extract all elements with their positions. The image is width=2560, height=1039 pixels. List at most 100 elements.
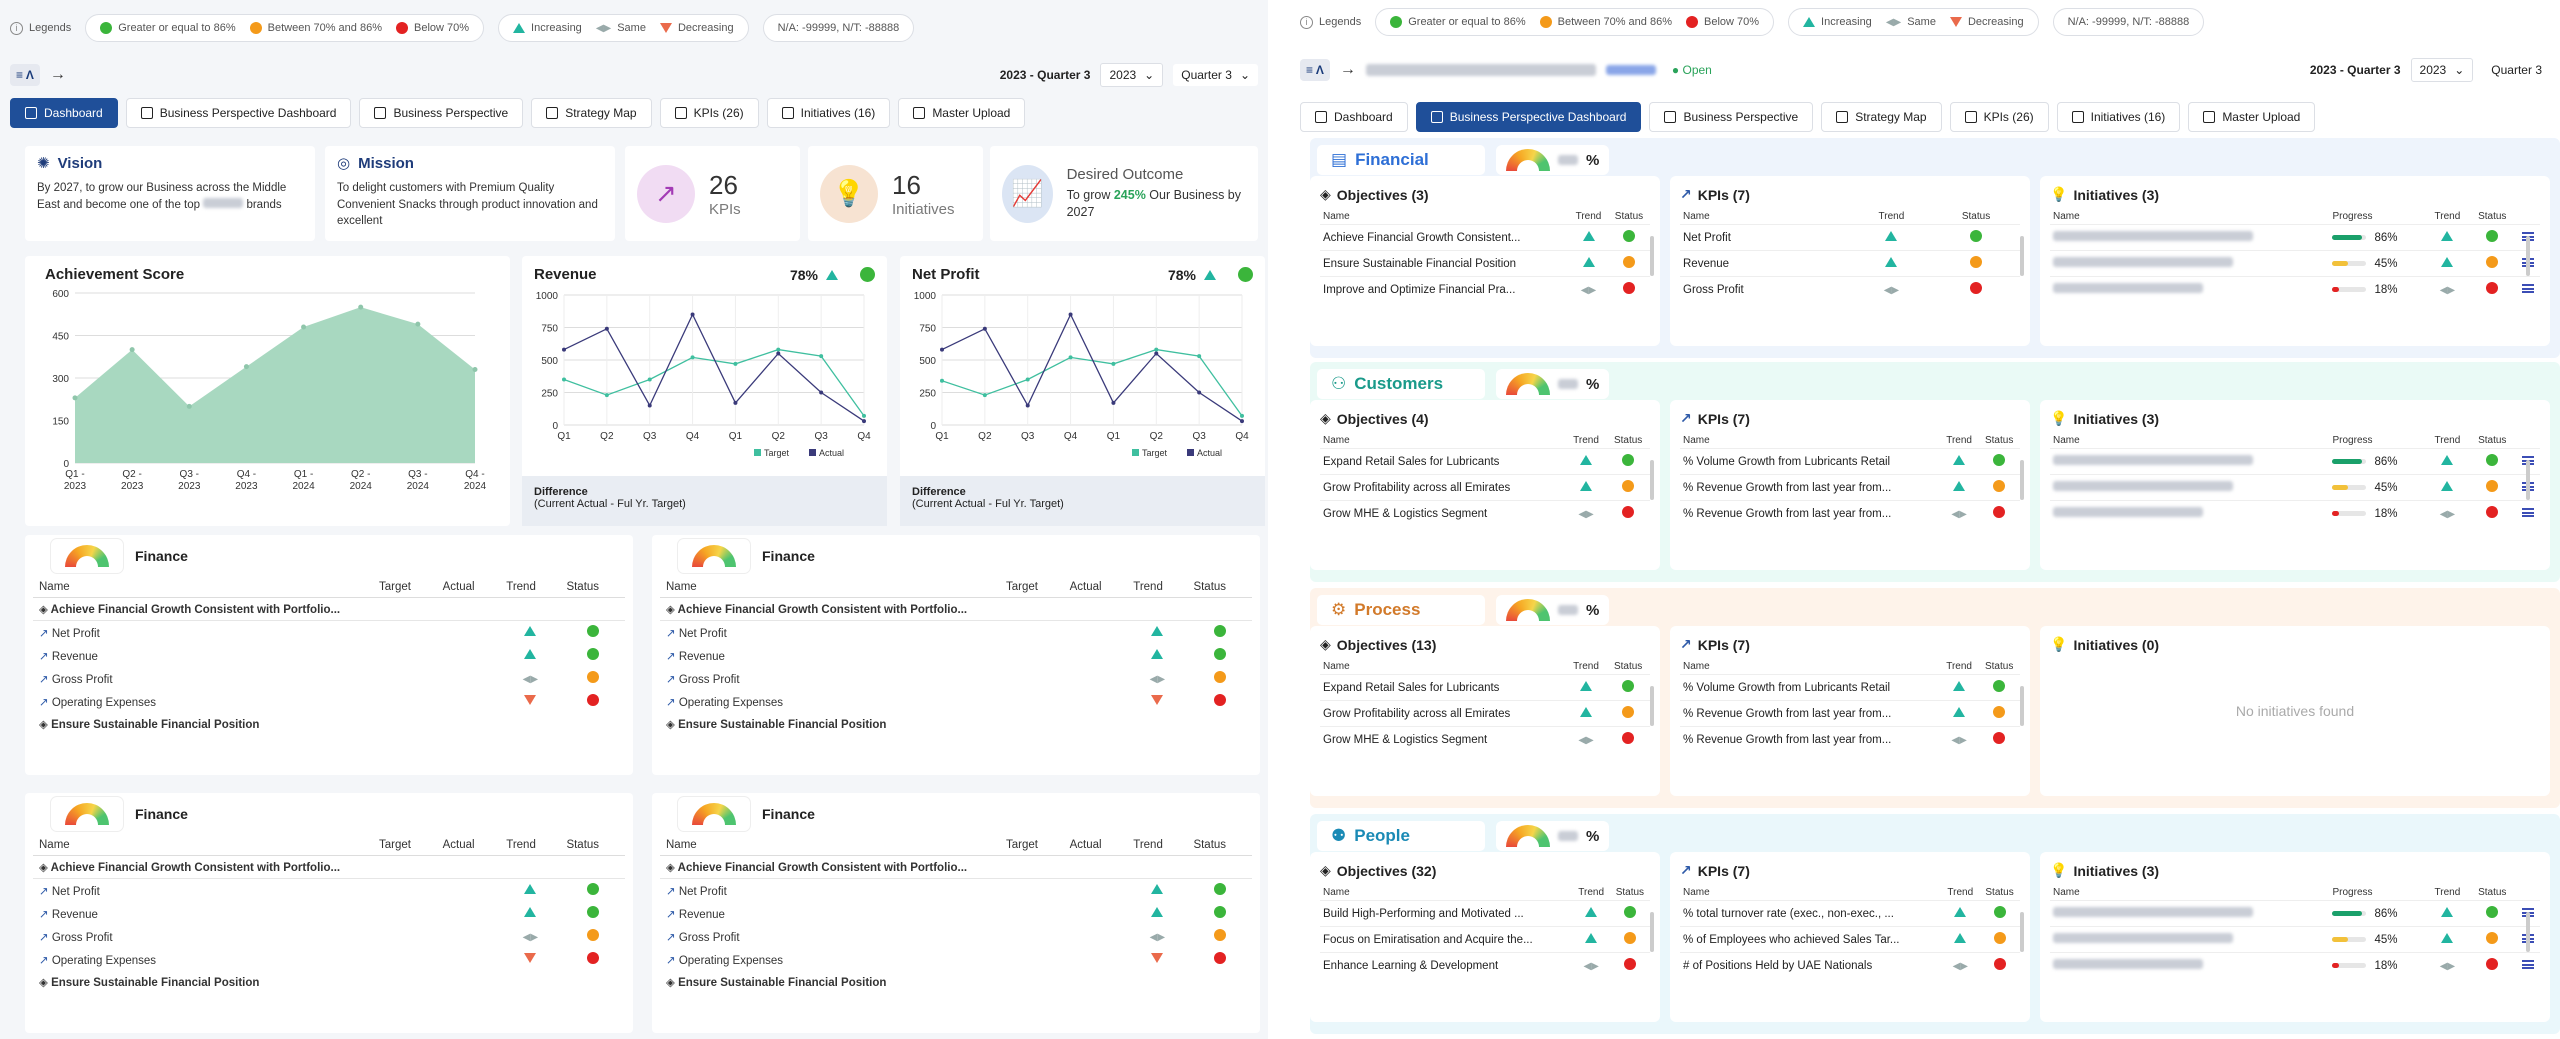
kpi-row[interactable]: ↗ Gross Profit ◀▶	[33, 667, 625, 690]
scrollbar[interactable]	[2020, 912, 2024, 952]
scrollbar[interactable]	[2020, 686, 2024, 726]
menu-logo-button[interactable]: ≡ Λ	[10, 64, 40, 86]
scrollbar[interactable]	[2020, 460, 2024, 500]
kpi-row[interactable]: ↗ Gross Profit ◀▶	[660, 925, 1252, 948]
objective-row[interactable]: ◈ Achieve Financial Growth Consistent wi…	[660, 855, 1252, 879]
objective-row[interactable]: ◈ Ensure Sustainable Financial Position	[660, 971, 1252, 993]
scrollbar[interactable]	[1650, 912, 1654, 952]
scrollbar[interactable]	[1650, 236, 1654, 276]
quarter-select[interactable]: Quarter 3	[2483, 59, 2550, 81]
objective-row[interactable]: Grow MHE & Logistics Segment ◀▶	[1320, 726, 1650, 752]
scrollbar[interactable]	[1650, 686, 1654, 726]
tab-master-upload[interactable]: Master Upload	[2188, 102, 2316, 132]
kpi-row[interactable]: ↗ Operating Expenses	[660, 948, 1252, 971]
tab-business-perspective-dashboard[interactable]: Business Perspective Dashboard	[1415, 102, 1642, 132]
kpi-row[interactable]: ↗ Gross Profit ◀▶	[33, 925, 625, 948]
objective-row[interactable]: ◈ Achieve Financial Growth Consistent wi…	[33, 855, 625, 879]
objective-row[interactable]: Grow MHE & Logistics Segment ◀▶	[1320, 500, 1650, 526]
tab-strategy-map[interactable]: Strategy Map	[531, 98, 652, 128]
kpi-row[interactable]: % Revenue Growth from last year from...	[1680, 474, 2020, 501]
scrollbar[interactable]	[2526, 236, 2530, 276]
tab-business-perspective[interactable]: Business Perspective	[1649, 102, 1814, 132]
initiative-row[interactable]: 86%	[2050, 448, 2540, 475]
section-badge[interactable]: ⚇ Customers	[1316, 368, 1486, 400]
year-select[interactable]: 2023 ⌄	[1100, 63, 1164, 87]
details-menu-icon[interactable]	[2521, 507, 2534, 517]
objective-row[interactable]: ◈ Ensure Sustainable Financial Position	[660, 713, 1252, 735]
scrollbar[interactable]	[1650, 460, 1654, 500]
kpi-row[interactable]: ↗ Revenue	[33, 644, 625, 667]
quarter-select[interactable]: Quarter 3 ⌄	[1173, 64, 1258, 86]
kpi-row[interactable]: ↗ Net Profit	[33, 879, 625, 903]
tab-kpis[interactable]: KPIs (26)	[659, 98, 759, 128]
kpi-row[interactable]: ↗ Operating Expenses	[33, 948, 625, 971]
kpi-row[interactable]: ↗ Gross Profit ◀▶	[660, 667, 1252, 690]
objective-row[interactable]: Enhance Learning & Development ◀▶	[1320, 952, 1650, 978]
tab-dashboard[interactable]: Dashboard	[1300, 102, 1408, 132]
kpi-row[interactable]: ↗ Revenue	[660, 902, 1252, 925]
tab-business-perspective-dashboard[interactable]: Business Perspective Dashboard	[125, 98, 352, 128]
kpi-row[interactable]: % Volume Growth from Lubricants Retail	[1680, 674, 2020, 701]
objective-row[interactable]: Build High-Performing and Motivated ...	[1320, 900, 1650, 927]
details-menu-icon[interactable]	[2521, 283, 2534, 293]
initiative-row[interactable]: 45%	[2050, 250, 2540, 277]
kpi-row[interactable]: ↗ Net Profit	[660, 879, 1252, 903]
scrollbar[interactable]	[2020, 236, 2024, 276]
menu-logo-button[interactable]: ≡ Λ	[1300, 59, 1330, 81]
objective-row[interactable]: Achieve Financial Growth Consistent...	[1320, 224, 1650, 251]
initiative-row[interactable]: 18% ◀▶	[2050, 952, 2540, 978]
objective-row[interactable]: ◈ Ensure Sustainable Financial Position	[33, 713, 625, 735]
tab-dashboard[interactable]: Dashboard	[10, 98, 118, 128]
kpi-row[interactable]: % Revenue Growth from last year from... ◀…	[1680, 726, 2020, 752]
kpi-row[interactable]: Net Profit	[1680, 224, 2020, 251]
kpi-row[interactable]: % Volume Growth from Lubricants Retail	[1680, 448, 2020, 475]
kpi-row[interactable]: ↗ Net Profit	[660, 621, 1252, 645]
kpi-row[interactable]: # of Positions Held by UAE Nationals ◀▶	[1680, 952, 2020, 978]
kpi-row[interactable]: % total turnover rate (exec., non-exec.,…	[1680, 900, 2020, 927]
initiative-row[interactable]: 18% ◀▶	[2050, 500, 2540, 526]
scrollbar[interactable]	[2526, 460, 2530, 500]
kpi-row[interactable]: Gross Profit ◀▶	[1680, 276, 2020, 302]
objective-row[interactable]: Grow Profitability across all Emirates	[1320, 700, 1650, 727]
year-select[interactable]: 2023 ⌄	[2410, 58, 2474, 82]
kpi-row[interactable]: Revenue	[1680, 250, 2020, 277]
forward-arrow-icon[interactable]: →	[49, 66, 66, 83]
objective-row[interactable]: ◈ Achieve Financial Growth Consistent wi…	[33, 597, 625, 621]
initiative-row[interactable]: 45%	[2050, 926, 2540, 953]
tab-master-upload[interactable]: Master Upload	[898, 98, 1026, 128]
kpi-row[interactable]: % of Employees who achieved Sales Tar...	[1680, 926, 2020, 953]
section-badge[interactable]: ⚉ People	[1316, 820, 1486, 852]
objective-row[interactable]: Focus on Emiratisation and Acquire the..…	[1320, 926, 1650, 953]
kpi-row[interactable]: ↗ Operating Expenses	[33, 690, 625, 713]
tab-initiatives[interactable]: Initiatives (16)	[2056, 102, 2181, 132]
section-badge[interactable]: ▤ Financial	[1316, 144, 1486, 176]
objective-row[interactable]: ◈ Ensure Sustainable Financial Position	[33, 971, 625, 993]
tab-strategy-map[interactable]: Strategy Map	[1821, 102, 1942, 132]
tab-kpis[interactable]: KPIs (26)	[1949, 102, 2049, 132]
kpi-row[interactable]: % Revenue Growth from last year from... ◀…	[1680, 500, 2020, 526]
objective-row[interactable]: Grow Profitability across all Emirates	[1320, 474, 1650, 501]
kpi-row[interactable]: ↗ Operating Expenses	[660, 690, 1252, 713]
tab-initiatives[interactable]: Initiatives (16)	[766, 98, 891, 128]
forward-arrow-icon[interactable]: →	[1339, 61, 1356, 78]
details-menu-icon[interactable]	[2521, 959, 2534, 969]
objective-row[interactable]: Improve and Optimize Financial Pra... ◀▶	[1320, 276, 1650, 302]
initiative-row[interactable]: 86%	[2050, 900, 2540, 927]
section-badge[interactable]: ⚙ Process	[1316, 594, 1486, 626]
initiative-row[interactable]: 45%	[2050, 474, 2540, 501]
initiatives-card[interactable]: 💡 16 Initiatives	[808, 146, 983, 241]
objective-row[interactable]: Expand Retail Sales for Lubricants	[1320, 448, 1650, 475]
initiative-row[interactable]: 18% ◀▶	[2050, 276, 2540, 302]
objective-row[interactable]: Ensure Sustainable Financial Position	[1320, 250, 1650, 277]
objective-row[interactable]: ◈ Achieve Financial Growth Consistent wi…	[660, 597, 1252, 621]
kpi-row[interactable]: ↗ Revenue	[660, 644, 1252, 667]
kpi-row[interactable]: % Revenue Growth from last year from...	[1680, 700, 2020, 727]
kpis-card[interactable]: ↗ 26 KPIs	[625, 146, 800, 241]
tab-business-perspective[interactable]: Business Perspective	[359, 98, 524, 128]
kpi-row[interactable]: ↗ Revenue	[33, 902, 625, 925]
objective-row[interactable]: Expand Retail Sales for Lubricants	[1320, 674, 1650, 701]
kpi-row[interactable]: ↗ Net Profit	[33, 621, 625, 645]
data-point	[1111, 361, 1116, 366]
scrollbar[interactable]	[2526, 912, 2530, 952]
initiative-row[interactable]: 86%	[2050, 224, 2540, 251]
